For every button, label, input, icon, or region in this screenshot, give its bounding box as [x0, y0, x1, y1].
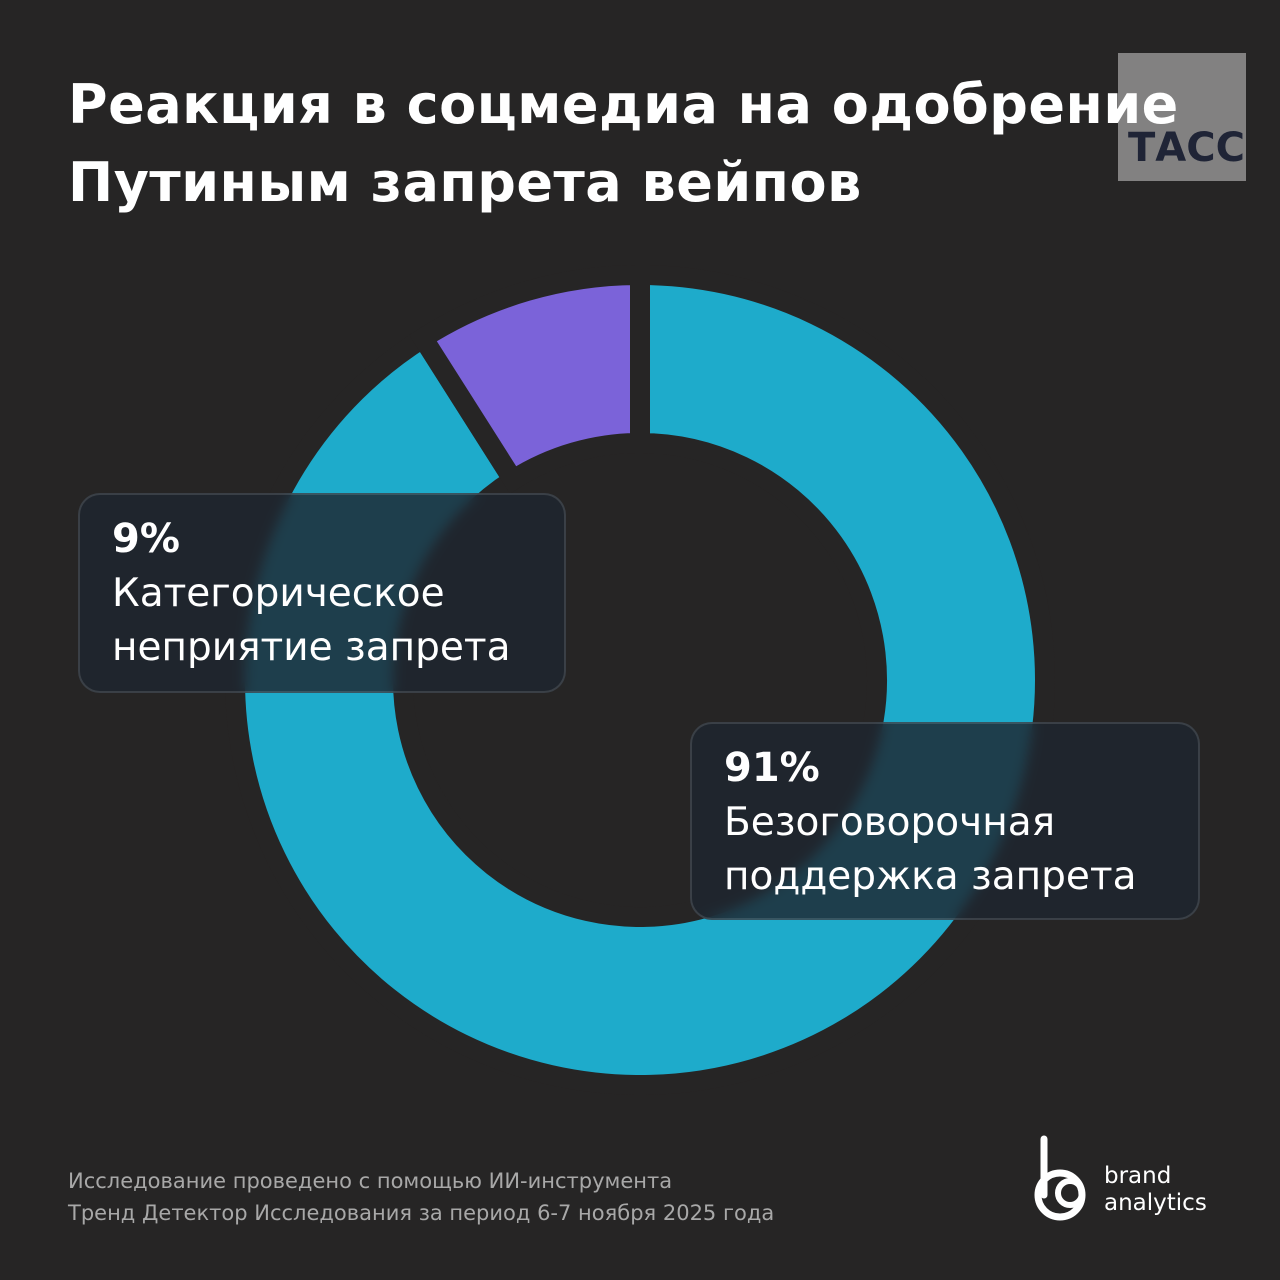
- watermark-text: ТАСС: [1128, 125, 1245, 171]
- logo-line: brand: [1104, 1163, 1172, 1189]
- watermark: ТАСС: [1118, 53, 1246, 181]
- category-label: Категорическое неприятие запрета: [112, 571, 511, 670]
- label-box: 91% Безоговорочная поддержка запрета: [690, 722, 1200, 920]
- logo: brand analytics: [1030, 1135, 1230, 1225]
- footnote-line: Тренд Детектор Исследования за период 6-…: [68, 1201, 775, 1225]
- footnote: Исследование проведено с помощью ИИ-инст…: [68, 1165, 774, 1229]
- pie-segment: [409, 264, 650, 494]
- value-label: 9%: [112, 516, 180, 562]
- chart-title: Реакция в соцмедиа на одобрение Путиным …: [68, 73, 1179, 214]
- category-label: Безоговорочная поддержка запрета: [724, 800, 1137, 899]
- logo-line: analytics: [1104, 1190, 1207, 1216]
- footnote-line: Исследование проведено с помощью ИИ-инст…: [68, 1169, 673, 1193]
- label-box: 9% Категорическое неприятие запрета: [78, 493, 566, 693]
- logo-text: brand analytics: [1104, 1163, 1207, 1217]
- value-label: 91%: [724, 745, 820, 791]
- logo-icon: [1034, 1135, 1086, 1221]
